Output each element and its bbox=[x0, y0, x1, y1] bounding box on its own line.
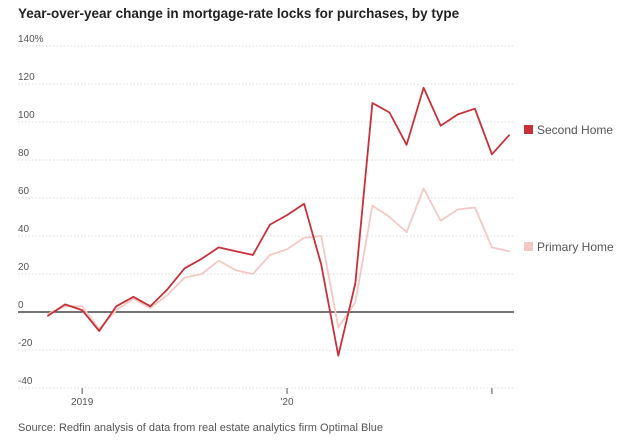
y-tick-label: 40 bbox=[18, 224, 30, 235]
y-tick-label: 120 bbox=[18, 72, 35, 83]
x-tick-label: '20 bbox=[281, 397, 294, 408]
x-axis-ticks: 2019 '20 bbox=[71, 388, 493, 408]
series-lines bbox=[47, 86, 510, 357]
legend-label: Second Home bbox=[537, 123, 613, 137]
legend-label: Primary Home bbox=[537, 240, 614, 254]
chart-title: Year-over-year change in mortgage-rate l… bbox=[18, 6, 460, 21]
y-tick-label: 140% bbox=[18, 34, 44, 45]
y-tick-label: 100 bbox=[18, 110, 35, 121]
y-tick-label: 80 bbox=[18, 148, 30, 159]
y-tick-label: 0 bbox=[18, 300, 24, 311]
y-tick-label: -40 bbox=[18, 376, 33, 387]
x-tick-label: 2019 bbox=[71, 397, 94, 408]
series-line-primary-home bbox=[47, 187, 510, 331]
legend-swatch bbox=[524, 125, 533, 134]
y-axis-ticks: 140% 120 100 80 60 40 20 0 -20 -40 bbox=[18, 34, 44, 387]
source-note: Source: Redfin analysis of data from rea… bbox=[18, 422, 383, 434]
legend-swatch bbox=[524, 242, 533, 251]
series-line-second-home bbox=[47, 86, 510, 357]
y-tick-label: 20 bbox=[18, 262, 30, 273]
y-tick-label: -20 bbox=[18, 338, 33, 349]
y-tick-label: 60 bbox=[18, 186, 30, 197]
legend: Second Home Primary Home bbox=[524, 123, 614, 254]
gridlines bbox=[18, 45, 514, 389]
